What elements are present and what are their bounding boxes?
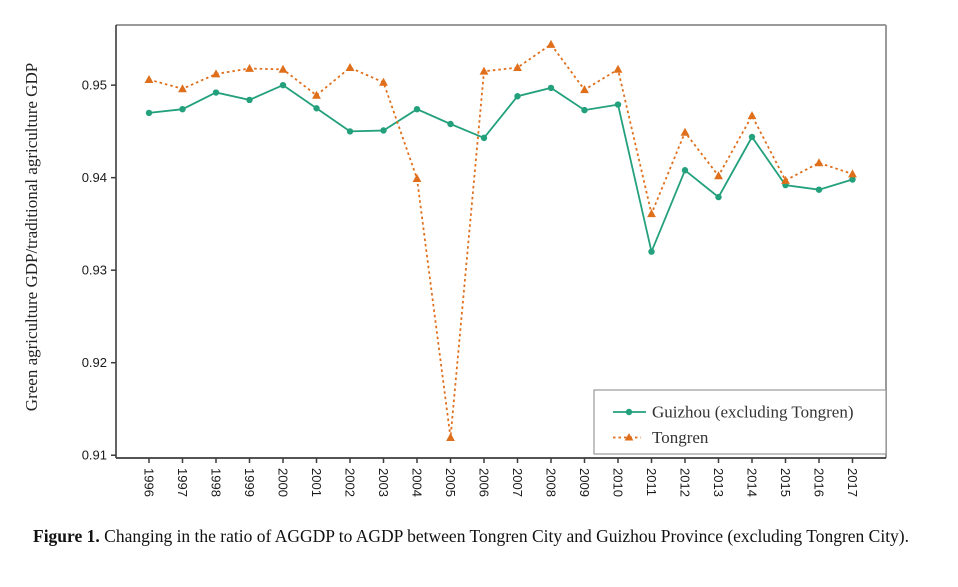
data-point-triangle (814, 158, 824, 167)
x-axis-tick-label: 2010 (611, 468, 626, 497)
y-axis-tick-label: 0.93 (82, 263, 107, 278)
y-axis-tick-label: 0.94 (82, 170, 107, 185)
y-axis-tick-label: 0.91 (82, 448, 107, 463)
data-point-circle (849, 176, 856, 183)
data-point-circle (480, 134, 488, 142)
legend-label: Guizhou (excluding Tongren) (652, 403, 854, 422)
data-point-circle (279, 81, 287, 89)
figure-caption-text: Changing in the ratio of AGGDP to AGDP b… (104, 526, 910, 546)
x-axis-tick-label: 2008 (544, 468, 559, 497)
data-point-circle (614, 101, 622, 108)
data-point-triangle (714, 171, 723, 180)
data-point-triangle (613, 64, 623, 73)
data-point-circle (246, 96, 253, 104)
data-point-circle (145, 109, 153, 117)
legend-label: Tongren (652, 428, 709, 447)
data-point-triangle (513, 62, 522, 71)
x-axis-tick-label: 2017 (845, 468, 860, 497)
data-point-circle (514, 93, 521, 100)
data-point-triangle (479, 66, 489, 75)
x-axis-tick-label: 2002 (343, 468, 358, 497)
data-point-triangle (747, 111, 757, 120)
data-point-circle (748, 133, 756, 141)
data-point-triangle (211, 69, 221, 78)
x-axis-tick-label: 2001 (309, 468, 324, 497)
data-point-triangle (848, 169, 857, 178)
data-point-triangle (245, 63, 254, 72)
series-line-circle (148, 84, 853, 255)
x-axis-tick-label: 2006 (477, 468, 492, 497)
figure-caption: Figure 1. Changing in the ratio of AGGDP… (33, 520, 928, 552)
y-axis-tick-label: 0.92 (82, 355, 107, 370)
x-axis-tick-label: 2005 (443, 468, 458, 497)
x-axis-tick-label: 2011 (644, 468, 659, 496)
line-chart: 0.91 0.92 0.93 0.94 0.95 1996 1997 1998 1999 2000… (22, 24, 887, 497)
series-line-triangle (148, 43, 853, 438)
data-point-triangle (546, 39, 556, 48)
data-point-circle (581, 106, 588, 114)
data-point-circle (447, 120, 454, 128)
data-point-circle (648, 248, 655, 255)
x-axis-tick-label: 1996 (142, 468, 157, 497)
y-axis-tick-label: 0.95 (82, 78, 107, 93)
data-point-triangle (412, 173, 422, 182)
data-point-triangle (312, 90, 321, 99)
data-point-circle (547, 84, 555, 92)
data-point-triangle (178, 84, 187, 93)
y-axis-title: Green agriculture GDP/traditional agricu… (22, 63, 41, 411)
legend-box (593, 389, 887, 455)
figure-caption-label: Figure 1. (33, 526, 100, 546)
x-axis-tick-label: 2016 (812, 468, 827, 497)
data-point-triangle (580, 85, 589, 94)
data-point-triangle (647, 209, 656, 218)
x-axis-tick-label: 2007 (510, 468, 525, 497)
x-axis-tick-label: 2013 (711, 468, 726, 497)
x-axis-tick-label: 2003 (376, 468, 391, 497)
data-point-circle (212, 89, 220, 96)
legend-marker-triangle (624, 433, 634, 441)
data-point-triangle (379, 77, 388, 86)
x-axis-tick-label: 2012 (678, 468, 693, 497)
x-axis-tick-label: 2015 (778, 468, 793, 497)
data-point-triangle (144, 74, 154, 83)
data-point-circle (380, 127, 387, 134)
x-axis-tick-label: 2000 (276, 468, 291, 497)
data-point-triangle (345, 62, 355, 71)
data-point-circle (681, 167, 689, 174)
x-axis-tick-label: 2004 (410, 468, 425, 497)
data-point-circle (715, 193, 722, 201)
x-axis-tick-label: 1998 (209, 468, 224, 497)
data-point-triangle (680, 127, 690, 136)
x-axis-tick-label: 2014 (745, 468, 760, 497)
data-point-circle (313, 105, 320, 112)
data-point-circle (179, 105, 186, 113)
x-axis-tick-label: 1997 (175, 468, 190, 497)
data-point-circle (346, 128, 354, 135)
data-point-circle (815, 186, 823, 193)
legend-marker-circle (625, 408, 633, 416)
x-axis-tick-label: 2009 (577, 468, 592, 497)
x-axis-tick-label: 1999 (242, 468, 257, 497)
data-point-triangle (781, 175, 790, 184)
data-point-triangle (278, 64, 288, 73)
data-point-circle (413, 105, 421, 113)
data-point-triangle (446, 433, 455, 442)
